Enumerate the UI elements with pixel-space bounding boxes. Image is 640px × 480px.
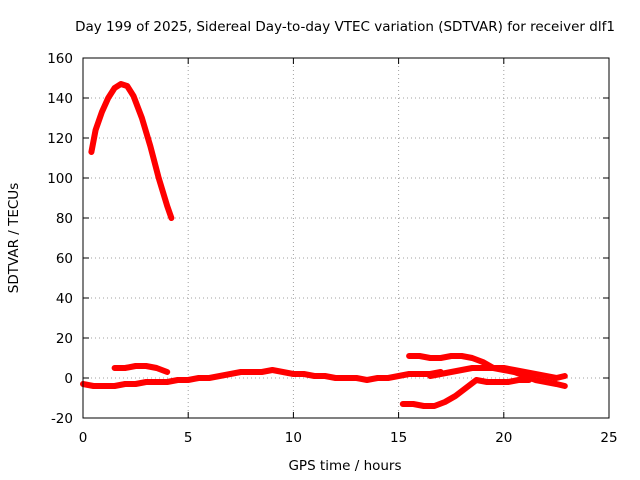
- grid: [83, 58, 609, 418]
- x-tick-label: 20: [495, 430, 512, 446]
- plot-frame: [82, 57, 610, 419]
- y-tick-label: 0: [64, 371, 73, 387]
- y-tick-label: 100: [47, 171, 73, 187]
- y-tick-label: 160: [47, 51, 73, 67]
- x-tick-label: 10: [285, 430, 302, 446]
- series-arc-late-dip: [399, 377, 532, 409]
- y-tick-label: 80: [56, 211, 73, 227]
- ticks: 0 5 10 15 20 25 -20 0 20 40 60 80 100 120 140 160: [47, 51, 617, 446]
- y-tick-label: -20: [51, 411, 73, 427]
- series-arc-baseline: [80, 367, 444, 389]
- series-layer: [80, 81, 568, 409]
- x-tick-label: 15: [390, 430, 407, 446]
- series-arc-early-high: [88, 81, 175, 221]
- x-tick-label: 0: [79, 430, 88, 446]
- y-tick-label: 20: [56, 331, 73, 347]
- y-tick-label: 120: [47, 131, 73, 147]
- x-axis-label: GPS time / hours: [288, 458, 401, 474]
- y-tick-label: 60: [56, 251, 73, 267]
- chart-title: Day 199 of 2025, Sidereal Day-to-day VTE…: [75, 19, 615, 35]
- y-tick-label: 40: [56, 291, 73, 307]
- series-arc-mid-low: [111, 363, 171, 375]
- x-tick-label: 25: [600, 430, 617, 446]
- x-tick-label: 5: [184, 430, 193, 446]
- series-arc-late-mid: [427, 365, 568, 389]
- y-axis-label: SDTVAR / TECUs: [6, 183, 22, 293]
- y-tick-label: 140: [47, 91, 73, 107]
